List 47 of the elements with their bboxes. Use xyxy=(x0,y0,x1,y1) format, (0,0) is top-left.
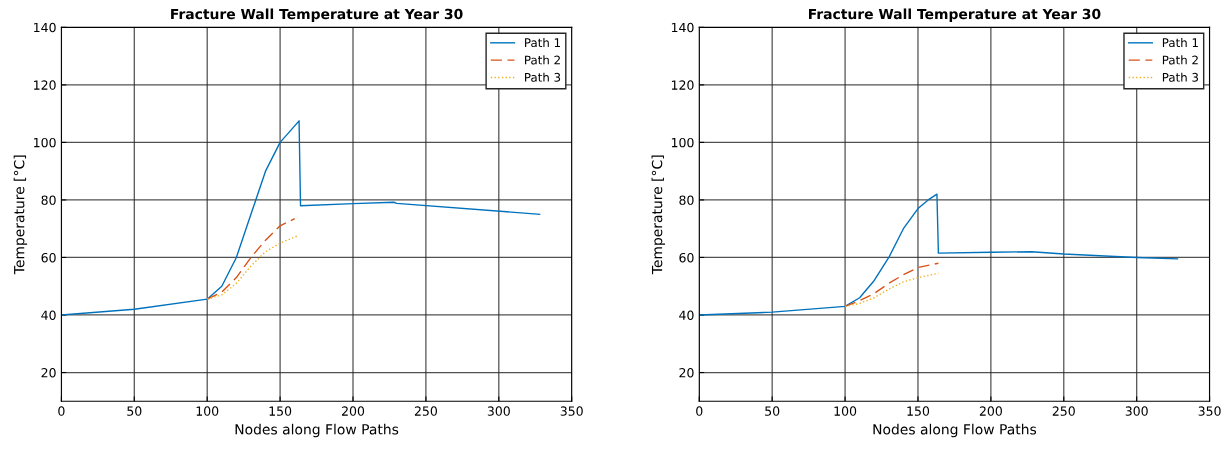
y-tick-label: 100 xyxy=(671,137,694,148)
y-tick-label: 80 xyxy=(41,195,56,205)
y-tick-label: 20 xyxy=(679,367,694,378)
y-tick-label: 60 xyxy=(41,252,56,263)
line-series xyxy=(61,120,541,316)
x-tick-label: 50 xyxy=(765,406,780,416)
legend-label: Path 1 xyxy=(525,37,560,48)
y-tick-label: 40 xyxy=(41,310,56,320)
y-tick-label: 120 xyxy=(34,80,56,90)
x-tick-label: 250 xyxy=(414,406,437,416)
x-tick-label: 350 xyxy=(560,406,583,416)
legend-label: Path 3 xyxy=(525,72,561,82)
legend-label: Path 1 xyxy=(1162,37,1198,48)
y-tick-label: 20 xyxy=(41,367,56,378)
legend-label: Path 2 xyxy=(525,55,560,65)
x-tick-label: 200 xyxy=(341,406,365,416)
y-tick-label: 140 xyxy=(671,22,694,33)
x-tick-label: 150 xyxy=(907,406,930,416)
y-tick-label: 60 xyxy=(679,252,694,263)
line-series xyxy=(699,193,1179,316)
x-tick-label: 350 xyxy=(1198,406,1221,416)
x-tick-label: 0 xyxy=(696,406,703,416)
y-axis-title: Temperature [°C] xyxy=(13,155,28,275)
legend-label: Path 3 xyxy=(1162,72,1199,82)
y-tick-label: 140 xyxy=(34,22,56,33)
x-tick-label: 50 xyxy=(127,406,142,416)
line-series xyxy=(844,262,940,308)
legend-label: Path 2 xyxy=(1162,55,1198,65)
x-axis-title: Nodes along Flow Paths xyxy=(873,423,1037,438)
chart-title: Fracture Wall Temperature at Year 30 xyxy=(809,8,1101,22)
chart-title: Fracture Wall Temperature at Year 30 xyxy=(171,8,463,22)
x-tick-label: 250 xyxy=(1052,406,1075,416)
x-axis-title: Nodes along Flow Paths xyxy=(235,423,399,438)
x-tick-label: 150 xyxy=(269,406,292,416)
y-tick-label: 120 xyxy=(671,80,694,90)
y-axis-title: Temperature [°C] xyxy=(651,155,665,275)
x-tick-label: 200 xyxy=(979,406,1002,416)
x-tick-label: 300 xyxy=(1125,406,1148,416)
y-tick-label: 40 xyxy=(679,310,694,320)
x-tick-label: 0 xyxy=(58,406,65,416)
x-tick-label: 300 xyxy=(487,406,510,416)
y-tick-label: 100 xyxy=(34,137,56,148)
x-tick-label: 100 xyxy=(196,406,219,416)
y-tick-label: 80 xyxy=(679,195,694,205)
line-series xyxy=(206,235,299,300)
x-tick-label: 100 xyxy=(834,406,857,416)
line-series xyxy=(206,217,296,300)
